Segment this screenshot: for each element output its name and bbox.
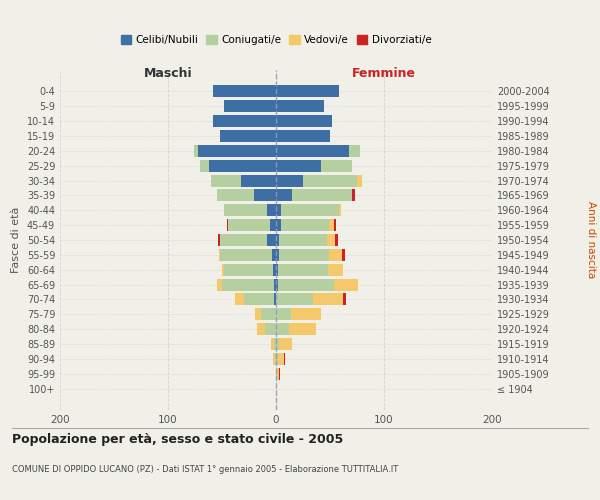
- Bar: [343, 294, 346, 306]
- Bar: [278, 278, 334, 290]
- Bar: [279, 249, 329, 261]
- Bar: [276, 308, 291, 320]
- Bar: [329, 249, 342, 261]
- Bar: [244, 294, 274, 306]
- Bar: [217, 278, 222, 290]
- Bar: [268, 204, 276, 216]
- Text: Popolazione per età, sesso e stato civile - 2005: Popolazione per età, sesso e stato civil…: [12, 432, 343, 446]
- Bar: [276, 323, 289, 335]
- Bar: [276, 204, 281, 216]
- Bar: [198, 145, 276, 157]
- Bar: [276, 368, 277, 380]
- Bar: [220, 249, 272, 261]
- Bar: [273, 353, 275, 365]
- Bar: [241, 174, 276, 186]
- Bar: [235, 294, 244, 306]
- Bar: [279, 338, 292, 350]
- Bar: [276, 130, 330, 142]
- Bar: [279, 368, 280, 380]
- Bar: [328, 264, 343, 276]
- Bar: [229, 219, 269, 231]
- Bar: [276, 100, 323, 112]
- Y-axis label: Fasce di età: Fasce di età: [11, 207, 21, 273]
- Bar: [357, 174, 362, 186]
- Bar: [224, 100, 276, 112]
- Bar: [313, 294, 343, 306]
- Bar: [222, 278, 274, 290]
- Bar: [200, 160, 209, 172]
- Bar: [254, 190, 276, 202]
- Bar: [218, 234, 220, 246]
- Bar: [220, 130, 276, 142]
- Bar: [276, 219, 281, 231]
- Bar: [265, 323, 276, 335]
- Bar: [269, 219, 276, 231]
- Bar: [289, 323, 316, 335]
- Bar: [335, 234, 338, 246]
- Bar: [219, 249, 220, 261]
- Bar: [278, 353, 284, 365]
- Bar: [276, 86, 338, 98]
- Bar: [276, 174, 303, 186]
- Bar: [281, 219, 329, 231]
- Bar: [272, 249, 276, 261]
- Bar: [273, 264, 276, 276]
- Bar: [276, 338, 279, 350]
- Bar: [214, 86, 276, 98]
- Bar: [222, 264, 224, 276]
- Legend: Celibi/Nubili, Coniugati/e, Vedovi/e, Divorziati/e: Celibi/Nubili, Coniugati/e, Vedovi/e, Di…: [116, 31, 436, 50]
- Bar: [275, 353, 276, 365]
- Bar: [291, 308, 322, 320]
- Bar: [224, 264, 273, 276]
- Bar: [217, 190, 254, 202]
- Bar: [194, 145, 198, 157]
- Text: Anni di nascita: Anni di nascita: [586, 202, 596, 278]
- Bar: [276, 115, 332, 127]
- Bar: [276, 278, 278, 290]
- Bar: [322, 160, 352, 172]
- Bar: [276, 294, 313, 306]
- Bar: [338, 204, 341, 216]
- Bar: [276, 353, 278, 365]
- Bar: [276, 160, 322, 172]
- Bar: [292, 190, 352, 202]
- Bar: [352, 190, 355, 202]
- Bar: [211, 174, 241, 186]
- Bar: [278, 264, 328, 276]
- Bar: [271, 338, 274, 350]
- Bar: [279, 234, 327, 246]
- Bar: [256, 308, 261, 320]
- Bar: [276, 234, 279, 246]
- Bar: [349, 145, 360, 157]
- Bar: [276, 264, 278, 276]
- Text: Femmine: Femmine: [352, 66, 416, 80]
- Bar: [220, 234, 268, 246]
- Bar: [214, 115, 276, 127]
- Bar: [329, 219, 334, 231]
- Bar: [303, 174, 357, 186]
- Bar: [281, 204, 338, 216]
- Bar: [257, 323, 265, 335]
- Bar: [261, 308, 276, 320]
- Bar: [277, 368, 279, 380]
- Bar: [227, 219, 229, 231]
- Bar: [274, 338, 276, 350]
- Bar: [342, 249, 345, 261]
- Bar: [334, 278, 358, 290]
- Bar: [274, 278, 276, 290]
- Bar: [224, 204, 268, 216]
- Text: COMUNE DI OPPIDO LUCANO (PZ) - Dati ISTAT 1° gennaio 2005 - Elaborazione TUTTITA: COMUNE DI OPPIDO LUCANO (PZ) - Dati ISTA…: [12, 466, 398, 474]
- Bar: [327, 234, 335, 246]
- Bar: [276, 190, 292, 202]
- Text: Maschi: Maschi: [143, 66, 193, 80]
- Bar: [276, 249, 279, 261]
- Bar: [209, 160, 276, 172]
- Bar: [276, 145, 349, 157]
- Bar: [274, 294, 276, 306]
- Bar: [268, 234, 276, 246]
- Bar: [334, 219, 337, 231]
